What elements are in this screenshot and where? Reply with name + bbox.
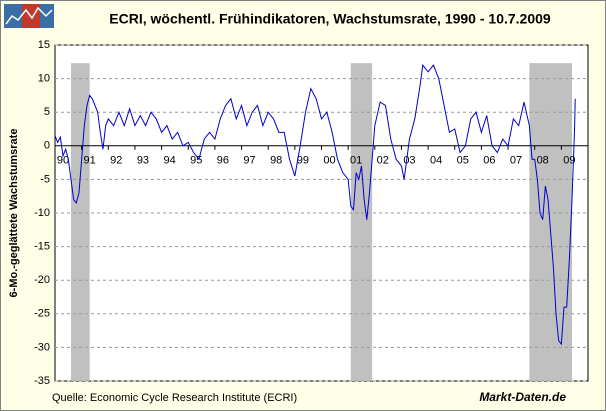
- x-tick-label: 91: [84, 155, 96, 167]
- y-axis-label: 6-Mo.-geglättete Wachstumsrate: [8, 129, 20, 298]
- logo: [4, 4, 54, 28]
- x-tick-label: 08: [537, 155, 549, 167]
- y-tick-label: -30: [34, 341, 50, 353]
- x-tick-label: 07: [510, 155, 522, 167]
- x-tick-label: 93: [137, 155, 149, 167]
- x-tick-label: 02: [377, 155, 389, 167]
- y-tick-label: -20: [34, 274, 50, 286]
- y-tick-label: 0: [44, 140, 50, 152]
- y-tick-label: -5: [40, 173, 50, 185]
- y-tick-label: 15: [38, 39, 50, 51]
- recession-band: [529, 63, 573, 381]
- recession-band: [70, 63, 90, 381]
- x-tick-label: 92: [110, 155, 122, 167]
- chart-title: ECRI, wöchentl. Frühindikatoren, Wachstu…: [109, 11, 551, 27]
- y-tick-label: -10: [34, 207, 50, 219]
- x-tick-label: 99: [297, 155, 309, 167]
- y-tick-label: 10: [38, 73, 50, 85]
- x-tick-label: 01: [350, 155, 362, 167]
- y-tick-label: -15: [34, 241, 50, 253]
- x-tick-label: 06: [483, 155, 495, 167]
- recession-band: [350, 63, 373, 381]
- source: Quelle: Economic Cycle Research Institut…: [52, 392, 297, 404]
- x-tick-label: 04: [430, 155, 442, 167]
- x-tick-label: 00: [323, 155, 335, 167]
- x-tick-label: 09: [563, 155, 575, 167]
- x-tick-label: 98: [270, 155, 282, 167]
- x-tick-label: 05: [457, 155, 469, 167]
- brand: Markt-Daten.de: [479, 390, 566, 404]
- x-tick-label: 90: [57, 155, 69, 167]
- x-tick-label: 97: [243, 155, 255, 167]
- x-tick-label: 94: [163, 155, 175, 167]
- x-tick-label: 03: [403, 155, 415, 167]
- y-tick-label: -25: [34, 308, 50, 320]
- x-tick-label: 96: [217, 155, 229, 167]
- y-tick-label: -35: [34, 375, 50, 387]
- y-tick-label: 5: [44, 106, 50, 118]
- data-line: [54, 63, 576, 346]
